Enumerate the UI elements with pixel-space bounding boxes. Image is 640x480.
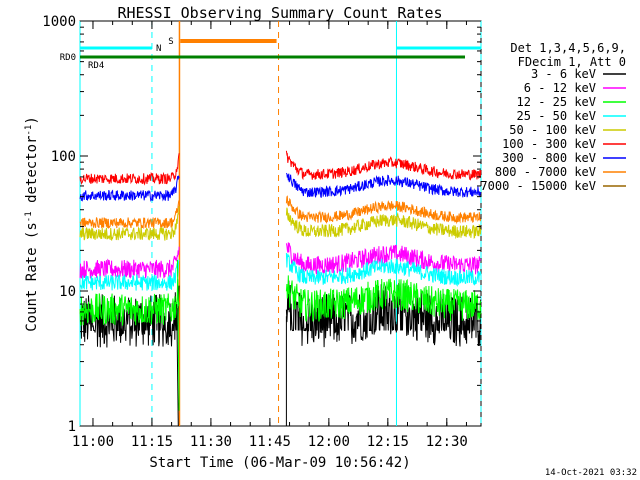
y-axis-label: Count Rate (s-1 detector-1) (24, 116, 40, 332)
series-line-2-seg0 (79, 279, 180, 327)
rd0-label: RD0 (60, 53, 76, 63)
series-line-7-seg0 (79, 200, 180, 230)
series-line-2-seg1 (285, 275, 482, 322)
series-line-4-seg0 (79, 206, 180, 241)
series-line-7-seg1 (285, 195, 482, 225)
series-line-0-seg0 (79, 285, 180, 348)
x-axis-label: Start Time (06-Mar-09 10:56:42) (149, 455, 410, 471)
legend-entry-label: 25 - 50 keV (517, 109, 596, 123)
legend: Det 1,3,4,5,6,9, FDecim 1, Att 0 3 - 6 k… (480, 41, 626, 193)
series-line-6-seg1 (285, 172, 482, 198)
night-flag-label: N (156, 44, 161, 54)
saa-flag-label: S (168, 37, 173, 47)
x-tick-label: 12:15 (367, 434, 409, 450)
legend-header-line2: FDecim 1, Att 0 (518, 55, 626, 69)
chart-title: RHESSI Observing Summary Count Rates (117, 4, 442, 22)
legend-entry-label: 12 - 25 keV (517, 95, 596, 109)
x-tick-label: 11:45 (249, 434, 291, 450)
x-tick-label: 11:30 (190, 434, 232, 450)
x-tick-label: 12:30 (426, 434, 468, 450)
legend-entry-label: 7000 - 15000 keV (480, 179, 596, 193)
series-line-3-seg0 (79, 259, 180, 291)
x-tick-label: 11:15 (131, 434, 173, 450)
y-tick-label: 1000 (42, 14, 76, 30)
x-tick-label: 11:00 (72, 434, 114, 450)
rise-trace-black (176, 304, 179, 427)
legend-entry-label: 100 - 300 keV (502, 137, 596, 151)
series-line-4-seg1 (285, 207, 482, 240)
legend-entry-label: 300 - 800 keV (502, 151, 596, 165)
legend-header-line1: Det 1,3,4,5,6,9, (510, 41, 626, 55)
x-tick-label: 12:00 (308, 434, 350, 450)
x-axis: 11:00 11:15 11:30 11:45 12:00 12:15 12:30 (72, 21, 468, 450)
series-line-1-seg1 (285, 242, 482, 275)
legend-entry-label: 6 - 12 keV (524, 81, 596, 95)
rise-trace-green (176, 259, 180, 411)
y-tick-label: 1 (68, 419, 76, 435)
rd4-label: RD4 (88, 61, 104, 71)
series-line-5-seg1 (285, 150, 482, 181)
series-line-5-seg0 (79, 153, 180, 186)
plot-area: RD0 RD4 NS (60, 20, 482, 427)
series-line-6-seg0 (79, 175, 180, 202)
series-line-1-seg0 (79, 246, 180, 279)
legend-entry-label: 50 - 100 keV (509, 123, 596, 137)
legend-entry-label: 3 - 6 keV (531, 67, 596, 81)
y-axis: 1 10 100 1000 (42, 14, 481, 435)
legend-entry-label: 800 - 7000 keV (495, 165, 596, 179)
footer-date: 14-Oct-2021 03:32 (545, 468, 637, 478)
series-line-3-seg1 (285, 252, 482, 287)
y-tick-label: 100 (51, 149, 76, 165)
y-tick-label: 10 (59, 284, 76, 300)
